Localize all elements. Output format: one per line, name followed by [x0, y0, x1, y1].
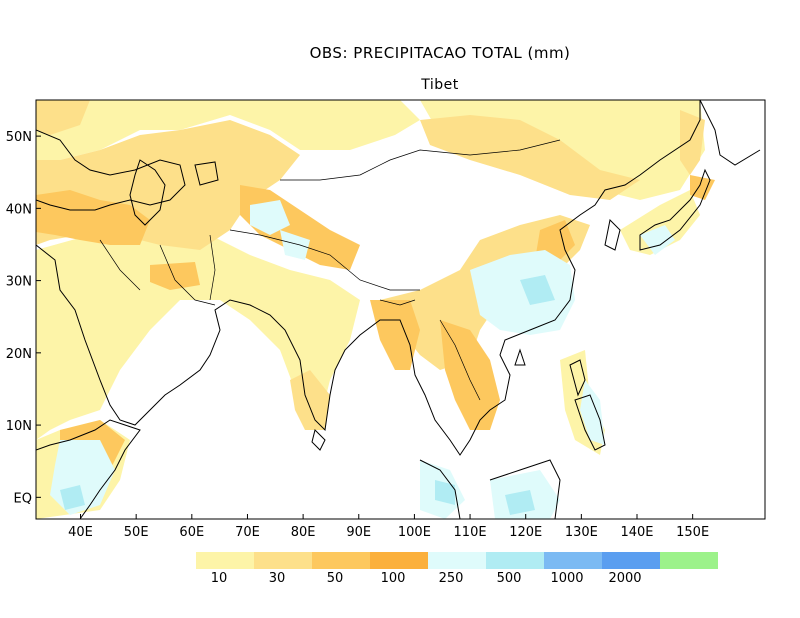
colorbar-swatch	[544, 552, 602, 569]
y-tick-label: 10N	[6, 419, 32, 434]
colorbar-label: 2000	[608, 571, 641, 586]
colorbar-swatch	[312, 552, 370, 569]
colorbar-swatch	[370, 552, 428, 569]
colorbar-label: 10	[211, 571, 228, 586]
map-frame	[35, 99, 766, 520]
colorbar-swatch	[486, 552, 544, 569]
colorbar-swatch	[660, 552, 718, 569]
y-tick-label: EQ	[14, 491, 32, 506]
y-tick-label: 50N	[6, 130, 32, 145]
x-tick-label: 40E	[68, 525, 93, 540]
colorbar: 10 30 50 100 250 500 1000 2000	[196, 552, 718, 586]
x-tick-label: 70E	[235, 525, 260, 540]
x-tick-label: 80E	[291, 525, 316, 540]
x-tick-label: 90E	[346, 525, 371, 540]
shade-250-500	[60, 275, 555, 515]
map-title: OBS: PRECIPITACAO TOTAL (mm)	[309, 44, 571, 62]
colorbar-label: 1000	[550, 571, 583, 586]
x-tick-label: 50E	[124, 525, 149, 540]
colorbar-swatch	[196, 552, 254, 569]
colorbar-swatch	[254, 552, 312, 569]
country-borders	[99, 139, 561, 401]
colorbar-label: 250	[439, 571, 464, 586]
x-tick-label: 150E	[676, 525, 709, 540]
colorbar-swatch	[602, 552, 660, 569]
coastlines	[36, 100, 761, 519]
x-tick-label: 130E	[565, 525, 598, 540]
x-tick-label: 100E	[398, 525, 431, 540]
x-tick-label: 60E	[179, 525, 204, 540]
map-field	[36, 100, 765, 519]
x-tick-label: 110E	[454, 525, 487, 540]
x-tick-label: 140E	[620, 525, 653, 540]
y-tick-label: 30N	[6, 275, 32, 290]
y-tick-label: 20N	[6, 347, 32, 362]
colorbar-label: 50	[327, 571, 344, 586]
y-axis: EQ 10N 20N 30N 40N 50N	[6, 130, 41, 506]
colorbar-label: 30	[269, 571, 286, 586]
x-tick-label: 120E	[509, 525, 542, 540]
y-tick-label: 40N	[6, 202, 32, 217]
map-subtitle: Tibet	[421, 77, 459, 93]
colorbar-label: 500	[497, 571, 522, 586]
x-axis: 40E 50E 60E 70E 80E 90E 100E 110E 120E 130E 140E 15…	[68, 514, 709, 540]
colorbar-label: 100	[381, 571, 406, 586]
colorbar-swatch	[428, 552, 486, 569]
